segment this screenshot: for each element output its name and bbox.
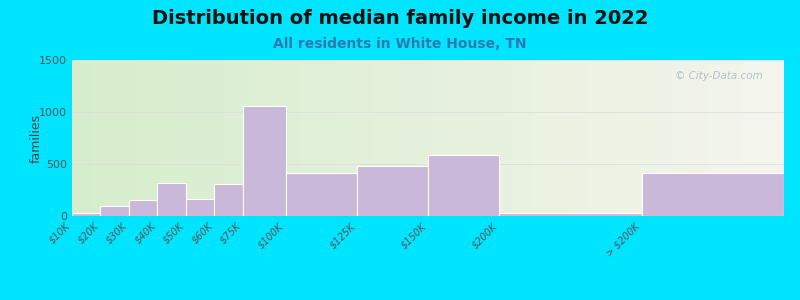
Y-axis label: families: families <box>30 113 43 163</box>
Text: All residents in White House, TN: All residents in White House, TN <box>274 38 526 52</box>
Bar <box>243 106 286 216</box>
Bar <box>129 200 158 216</box>
Bar <box>642 173 784 216</box>
Bar <box>428 154 499 216</box>
Bar <box>158 183 186 216</box>
Bar <box>72 213 101 216</box>
Text: © City-Data.com: © City-Data.com <box>675 71 762 81</box>
Bar <box>499 213 642 216</box>
Text: Distribution of median family income in 2022: Distribution of median family income in … <box>152 9 648 28</box>
Bar <box>186 199 214 216</box>
Bar <box>214 184 243 216</box>
Bar <box>286 173 357 216</box>
Bar <box>101 206 129 216</box>
Bar <box>357 166 428 216</box>
